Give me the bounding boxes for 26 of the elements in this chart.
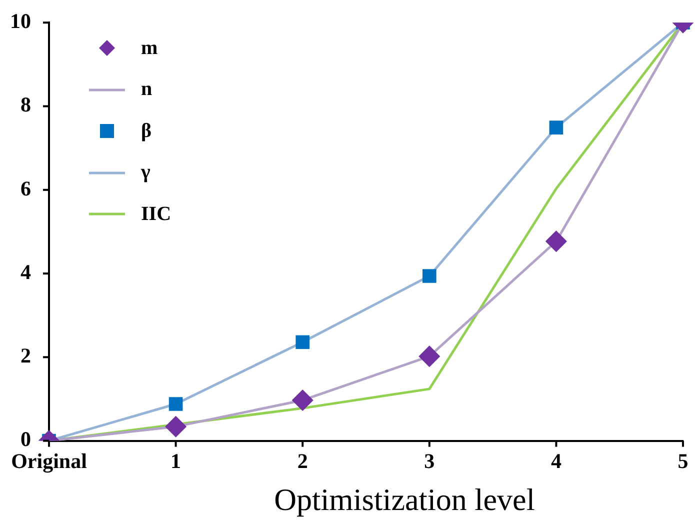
point xyxy=(166,416,186,437)
point xyxy=(549,120,564,134)
y-tick-label: 0 xyxy=(20,427,31,452)
y-tick-label: 8 xyxy=(20,92,31,117)
x-tick-label: 4 xyxy=(550,448,562,473)
legend-label: m xyxy=(141,36,158,60)
x-tick-label: Original xyxy=(11,448,88,473)
x-tick-label: 3 xyxy=(424,448,435,473)
point xyxy=(546,231,566,252)
point xyxy=(422,269,436,283)
x-tick-label: 1 xyxy=(170,448,182,473)
point xyxy=(296,335,310,350)
point xyxy=(168,397,183,411)
legend-label: n xyxy=(141,78,152,102)
point xyxy=(292,390,313,410)
x-axis-title: Optimistization level xyxy=(273,482,536,518)
y-tick-label: 4 xyxy=(20,260,32,284)
y-tick-label: 10 xyxy=(10,9,31,34)
x-tick-label: 2 xyxy=(297,448,308,473)
point xyxy=(419,346,440,367)
legend-label: IIC xyxy=(141,202,172,226)
y-tick-label: 2 xyxy=(20,344,31,368)
x-tick-label: 5 xyxy=(678,448,688,473)
y-tick-label: 6 xyxy=(20,176,31,200)
legend-label: β xyxy=(141,120,152,143)
legend-label: γ xyxy=(141,161,150,184)
